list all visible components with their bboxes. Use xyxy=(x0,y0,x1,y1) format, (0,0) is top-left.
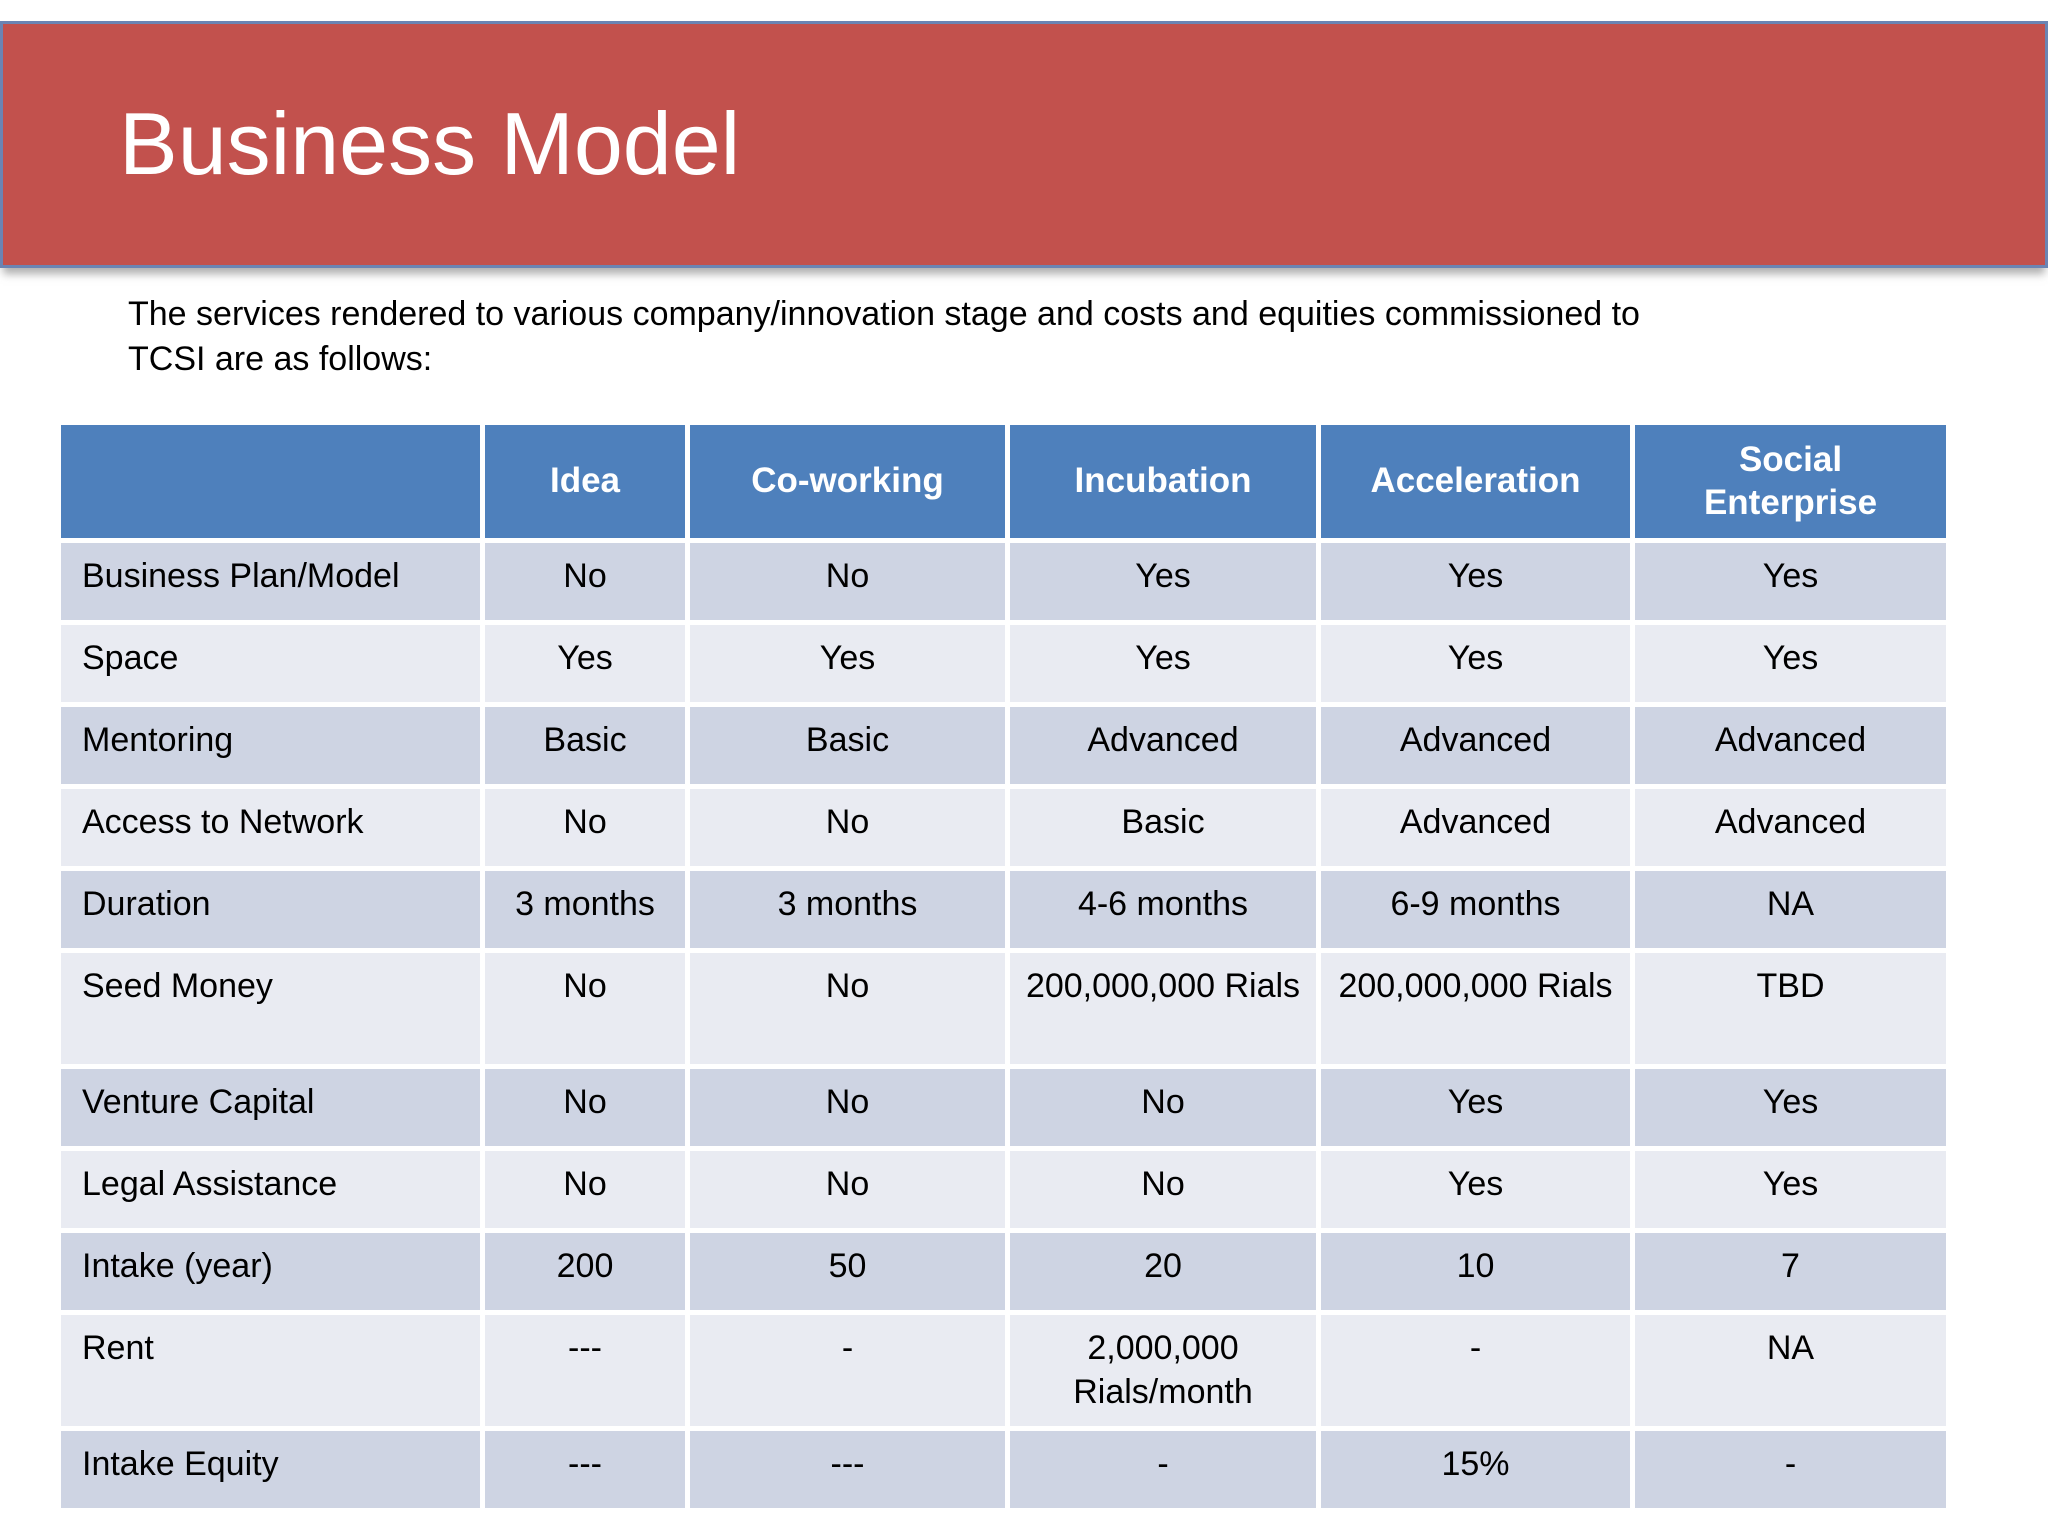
value-cell: NA xyxy=(1630,866,1951,953)
value-cell: 6-9 months xyxy=(1316,866,1635,953)
table-row: Space Yes Yes Yes Yes Yes xyxy=(56,620,1951,707)
row-label: Mentoring xyxy=(56,702,485,789)
value-cell: Yes xyxy=(1316,620,1635,707)
value-cell: No xyxy=(480,784,690,871)
value-cell: Advanced xyxy=(1630,784,1951,871)
slide-title: Business Model xyxy=(119,94,741,194)
value-cell: No xyxy=(480,1064,690,1151)
table-row: Mentoring Basic Basic Advanced Advanced … xyxy=(56,702,1951,789)
value-cell: 20 xyxy=(1005,1228,1321,1315)
value-cell: 200,000,000 Rials xyxy=(1316,948,1635,1069)
value-cell: Yes xyxy=(1630,1064,1951,1151)
value-cell: Yes xyxy=(480,620,690,707)
slide-subtitle: The services rendered to various company… xyxy=(128,295,1640,378)
value-cell: Advanced xyxy=(1005,702,1321,789)
table-row: Duration 3 months 3 months 4-6 months 6-… xyxy=(56,866,1951,953)
value-cell: 200,000,000 Rials xyxy=(1005,948,1321,1069)
row-label: Space xyxy=(56,620,485,707)
value-cell: --- xyxy=(480,1310,690,1431)
value-cell: Yes xyxy=(1005,538,1321,625)
header-cell-co-working: Co-working xyxy=(685,420,1010,543)
value-cell: Advanced xyxy=(1630,702,1951,789)
value-cell: Advanced xyxy=(1316,702,1635,789)
value-cell: 4-6 months xyxy=(1005,866,1321,953)
value-cell: NA xyxy=(1630,1310,1951,1431)
value-cell: --- xyxy=(685,1426,1010,1513)
title-banner: Business Model xyxy=(0,21,2048,268)
value-cell: Yes xyxy=(1316,1146,1635,1233)
value-cell: No xyxy=(1005,1146,1321,1233)
value-cell: No xyxy=(685,784,1010,871)
value-cell: 15% xyxy=(1316,1426,1635,1513)
value-cell: Yes xyxy=(1005,620,1321,707)
header-cell-blank xyxy=(56,420,485,543)
table-header-row: Idea Co-working Incubation Acceleration … xyxy=(56,420,1951,543)
value-cell: Yes xyxy=(685,620,1010,707)
value-cell: Basic xyxy=(685,702,1010,789)
row-label: Seed Money xyxy=(56,948,485,1069)
table-row: Seed Money No No 200,000,000 Rials 200,0… xyxy=(56,948,1951,1069)
value-cell: No xyxy=(685,1064,1010,1151)
value-cell: No xyxy=(685,1146,1010,1233)
value-cell: TBD xyxy=(1630,948,1951,1069)
value-cell: Yes xyxy=(1630,620,1951,707)
value-cell: No xyxy=(480,538,690,625)
value-cell: 50 xyxy=(685,1228,1010,1315)
header-cell-acceleration: Acceleration xyxy=(1316,420,1635,543)
header-cell-social-enterprise: Social Enterprise xyxy=(1630,420,1951,543)
value-cell: 7 xyxy=(1630,1228,1951,1315)
value-cell: - xyxy=(1630,1426,1951,1513)
value-cell: Yes xyxy=(1316,1064,1635,1151)
row-label: Rent xyxy=(56,1310,485,1431)
value-cell: No xyxy=(685,948,1010,1069)
header-cell-idea: Idea xyxy=(480,420,690,543)
value-cell: Basic xyxy=(1005,784,1321,871)
header-cell-incubation: Incubation xyxy=(1005,420,1321,543)
value-cell: 200 xyxy=(480,1228,690,1315)
value-cell: 3 months xyxy=(480,866,690,953)
value-cell: Basic xyxy=(480,702,690,789)
value-cell: - xyxy=(685,1310,1010,1431)
row-label: Duration xyxy=(56,866,485,953)
value-cell: --- xyxy=(480,1426,690,1513)
table-row: Legal Assistance No No No Yes Yes xyxy=(56,1146,1951,1233)
table-row: Access to Network No No Basic Advanced A… xyxy=(56,784,1951,871)
services-table: Idea Co-working Incubation Acceleration … xyxy=(56,420,1951,1513)
value-cell: - xyxy=(1316,1310,1635,1431)
table-row: Intake Equity --- --- - 15% - xyxy=(56,1426,1951,1513)
value-cell: No xyxy=(1005,1064,1321,1151)
table-row: Rent --- - 2,000,000 Rials/month - NA xyxy=(56,1310,1951,1431)
value-cell: No xyxy=(480,948,690,1069)
value-cell: 3 months xyxy=(685,866,1010,953)
table-row: Venture Capital No No No Yes Yes xyxy=(56,1064,1951,1151)
row-label: Legal Assistance xyxy=(56,1146,485,1233)
row-label: Intake Equity xyxy=(56,1426,485,1513)
value-cell: 10 xyxy=(1316,1228,1635,1315)
value-cell: Yes xyxy=(1630,538,1951,625)
table-row: Intake (year) 200 50 20 10 7 xyxy=(56,1228,1951,1315)
row-label: Access to Network xyxy=(56,784,485,871)
table-row: Business Plan/Model No No Yes Yes Yes xyxy=(56,538,1951,625)
row-label: Intake (year) xyxy=(56,1228,485,1315)
value-cell: Yes xyxy=(1630,1146,1951,1233)
value-cell: Yes xyxy=(1316,538,1635,625)
row-label: Venture Capital xyxy=(56,1064,485,1151)
value-cell: No xyxy=(685,538,1010,625)
row-label: Business Plan/Model xyxy=(56,538,485,625)
value-cell: - xyxy=(1005,1426,1321,1513)
value-cell: No xyxy=(480,1146,690,1233)
value-cell: Advanced xyxy=(1316,784,1635,871)
value-cell: 2,000,000 Rials/month xyxy=(1005,1310,1321,1431)
